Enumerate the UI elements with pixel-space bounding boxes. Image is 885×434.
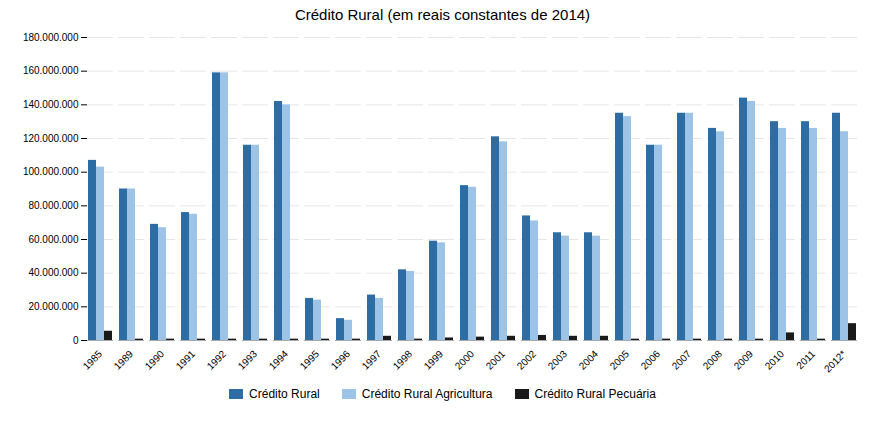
html-text:Crédito Rural Pecuária: Crédito Rural Pecuária [534,387,656,401]
svg-text:1998: 1998 [391,348,415,372]
svg-text:40.000.000: 40.000.000 [28,267,78,278]
svg-text:2002: 2002 [515,348,539,372]
svg-text:2008: 2008 [701,348,725,372]
svg-text:2006: 2006 [639,348,663,372]
html-text:Crédito Rural: Crédito Rural [249,387,320,401]
svg-text:2005: 2005 [608,348,632,372]
html-text:Crédito Rural Agricultura: Crédito Rural Agricultura [361,387,493,401]
svg-text:2011: 2011 [794,348,817,371]
svg-text:100.000.000: 100.000.000 [23,166,79,177]
svg-text:120.000.000: 120.000.000 [23,133,79,144]
svg-text:2007: 2007 [670,348,694,372]
svg-text:1999: 1999 [422,348,446,372]
svg-text:1991: 1991 [174,348,198,372]
svg-text:1997: 1997 [360,348,384,372]
html-text:Crédito Rural (em reais consta: Crédito Rural (em reais constantes de 20… [294,6,591,23]
svg-text:60.000.000: 60.000.000 [28,234,78,245]
svg-text:80.000.000: 80.000.000 [28,200,78,211]
svg-text:2003: 2003 [546,348,570,372]
svg-text:1993: 1993 [236,348,260,372]
svg-text:1994: 1994 [267,348,291,372]
svg-text:0: 0 [73,335,79,346]
svg-text:1995: 1995 [298,348,322,372]
svg-text:140.000.000: 140.000.000 [23,99,79,110]
svg-text:160.000.000: 160.000.000 [23,65,79,76]
svg-text:180.000.000: 180.000.000 [23,32,79,43]
svg-text:20.000.000: 20.000.000 [28,301,78,312]
svg-text:2000: 2000 [453,348,477,372]
svg-text:1996: 1996 [329,348,353,372]
svg-text:2010: 2010 [763,348,787,372]
svg-text:1990: 1990 [143,348,167,372]
svg-text:2001: 2001 [484,348,508,372]
svg-text:2004: 2004 [577,348,601,372]
svg-text:2009: 2009 [732,348,756,372]
svg-text:2012*: 2012* [822,348,848,374]
svg-text:1992: 1992 [205,348,229,372]
svg-text:1985: 1985 [81,348,105,372]
svg-text:1989: 1989 [112,348,136,372]
